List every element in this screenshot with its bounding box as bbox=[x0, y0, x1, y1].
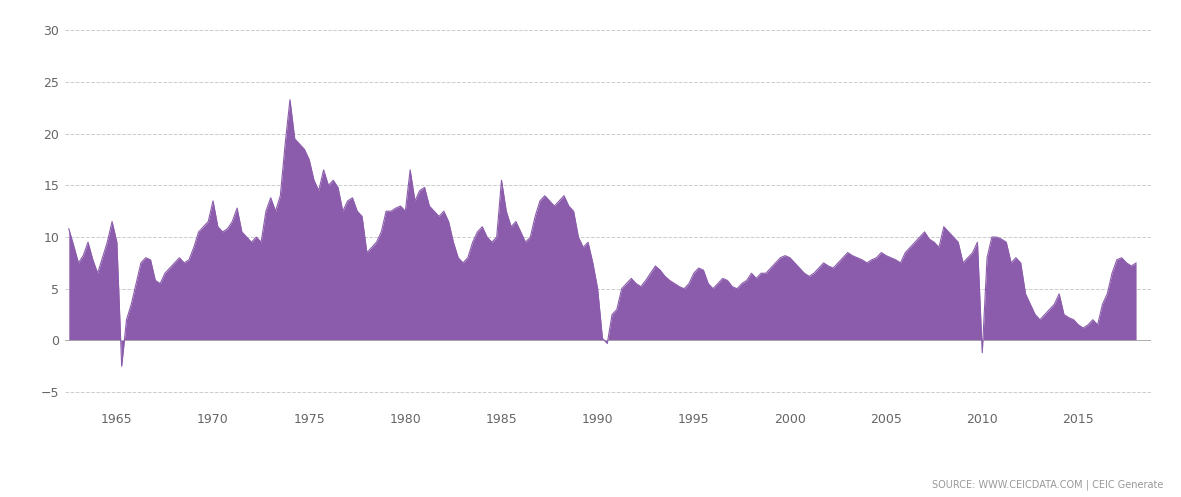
Text: SOURCE: WWW.CEICDATA.COM | CEIC Generate: SOURCE: WWW.CEICDATA.COM | CEIC Generate bbox=[932, 479, 1163, 490]
